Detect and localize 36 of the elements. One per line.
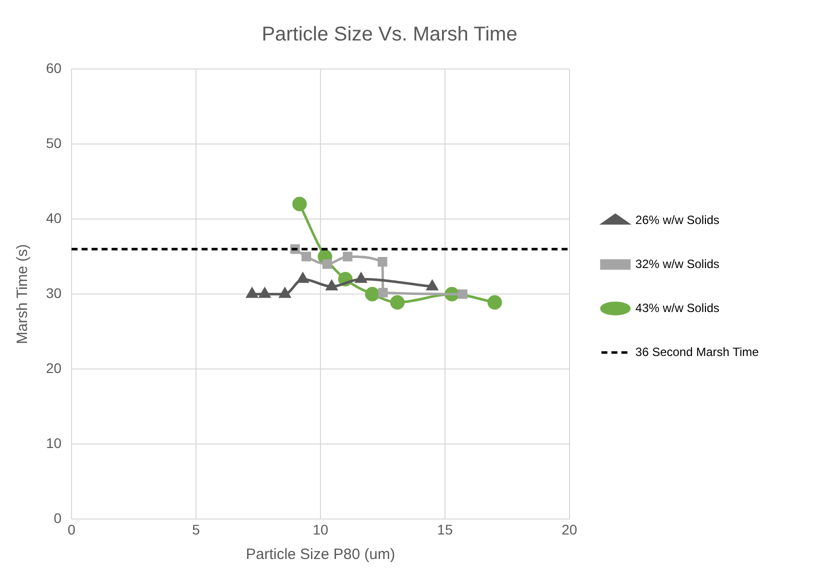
y-tick-label: 40: [46, 210, 62, 226]
y-tick-label: 20: [46, 360, 62, 376]
y-tick-label: 0: [54, 510, 62, 526]
x-tick-label: 0: [68, 521, 76, 538]
point: [259, 288, 270, 298]
point: [302, 252, 312, 262]
y-tick-label: 50: [46, 134, 62, 151]
point: [322, 259, 332, 269]
x-tick-label: 10: [312, 521, 328, 538]
point: [292, 196, 307, 212]
point: [458, 289, 468, 299]
point: [326, 280, 338, 290]
point: [365, 286, 380, 302]
point: [378, 288, 388, 298]
point: [246, 288, 258, 298]
point: [390, 295, 405, 310]
y-tick-label: 60: [46, 60, 62, 76]
x-tick-label: 15: [437, 521, 453, 538]
y-tick-label: 30: [46, 284, 62, 301]
x-tick-label: 5: [192, 521, 200, 538]
legend-label: 26% w/w Solids: [635, 212, 720, 227]
point: [426, 280, 438, 290]
y-axis-title: Marsh Time (s): [14, 244, 32, 344]
x-axis-title: Particle Size P80 (um): [246, 546, 396, 564]
point: [355, 272, 367, 283]
y-tick-label: 10: [46, 435, 62, 452]
legend-label: 32% w/w Solids: [635, 256, 720, 271]
point: [487, 295, 502, 310]
x-tick-label: 20: [562, 521, 578, 538]
legend-label: 36 Second Marsh Time: [635, 344, 760, 359]
point: [279, 288, 290, 298]
point: [342, 252, 352, 262]
point: [297, 272, 308, 283]
chart-title: Particle Size Vs. Marsh Time: [262, 24, 518, 46]
point: [378, 257, 388, 267]
legend-label: 43% w/w Solids: [635, 300, 720, 315]
